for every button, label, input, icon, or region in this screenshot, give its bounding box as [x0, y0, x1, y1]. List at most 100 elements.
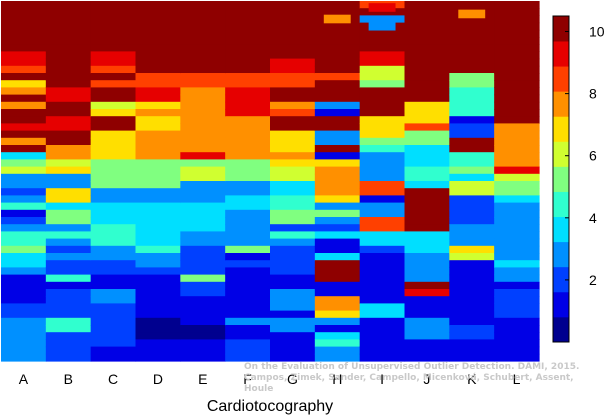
heatmap-cell [90, 51, 137, 60]
heatmap-cell [359, 173, 406, 182]
heatmap-cell [404, 188, 450, 196]
heatmap-cell [1, 353, 47, 362]
heatmap-cell [90, 260, 137, 268]
x-tick-label: B [64, 371, 73, 387]
heatmap-cell [225, 245, 271, 254]
heatmap-cell [270, 245, 316, 254]
heatmap-cell [314, 166, 361, 175]
heatmap-cell [494, 51, 540, 60]
heatmap-cell [314, 353, 361, 362]
heatmap-cell [90, 339, 137, 348]
x-tick-label: J [423, 371, 430, 387]
heatmap-cell [404, 137, 450, 146]
heatmap-cell [225, 166, 271, 175]
heatmap-cell [1, 123, 47, 132]
heatmap-cell [494, 87, 540, 96]
heatmap-cell [90, 224, 137, 232]
heatmap-cell [180, 188, 226, 196]
heatmap-cell [404, 310, 450, 319]
heatmap-cell [45, 260, 92, 268]
heatmap-cell [404, 73, 450, 81]
heatmap-cell [225, 260, 271, 268]
heatmap-cell [449, 15, 495, 24]
heatmap-cell [180, 346, 226, 355]
heatmap-cell [359, 181, 406, 189]
heatmap-cell [494, 317, 540, 326]
heatmap-cell [359, 325, 406, 333]
heatmap-cell [359, 94, 406, 103]
heatmap-cell [494, 37, 540, 45]
heatmap-cell [135, 274, 181, 283]
heatmap-cell [449, 101, 495, 110]
heatmap-cell [449, 137, 495, 146]
heatmap-cell [135, 22, 181, 31]
heatmap-cell [494, 1, 540, 9]
heatmap-cell [180, 37, 226, 45]
heatmap-cell [359, 224, 406, 232]
heatmap-cell [314, 281, 361, 290]
heatmap-cell [180, 267, 226, 276]
heatmap-cell [449, 87, 495, 96]
heatmap-cell [270, 8, 316, 16]
heatmap-annotations [323, 3, 486, 31]
heatmap-cell [90, 130, 137, 139]
heatmap-cell [314, 195, 361, 204]
heatmap-cell [135, 181, 181, 189]
heatmap-cell [494, 217, 540, 225]
heatmap-cell [90, 173, 137, 182]
heatmap-cell [225, 51, 271, 60]
heatmap-cell [449, 353, 495, 362]
heatmap-cell [180, 296, 226, 304]
heatmap-cell [45, 238, 92, 247]
heatmap-cell [449, 245, 495, 254]
heatmap-cell [225, 303, 271, 312]
heatmap-cell [404, 260, 450, 268]
heatmap-cell [180, 339, 226, 348]
heatmap-cell [180, 123, 226, 132]
heatmap-cell [449, 44, 495, 52]
heatmap-cell [270, 303, 316, 312]
heatmap-cell [359, 130, 406, 139]
heatmap-cell [449, 65, 495, 74]
heatmap-cell [494, 145, 540, 153]
heatmap-cell [180, 209, 226, 218]
heatmap-cell [225, 137, 271, 146]
heatmap-cell [225, 217, 271, 225]
heatmap-cell [270, 137, 316, 146]
heatmap-cell [90, 44, 137, 52]
heatmap-cell [270, 101, 316, 110]
heatmap-cell [449, 94, 495, 103]
heatmap-cell [45, 130, 92, 139]
heatmap-cell [135, 44, 181, 52]
heatmap-cell [404, 332, 450, 340]
heatmap-cell [270, 281, 316, 290]
heatmap-cell [359, 159, 406, 168]
heatmap-cell [494, 101, 540, 110]
heatmap-cell [449, 188, 495, 196]
heatmap-cell [359, 310, 406, 319]
heatmap-cell [45, 58, 92, 67]
heatmap-cell [90, 238, 137, 247]
heatmap-cell [449, 346, 495, 355]
heatmap-cell [314, 101, 361, 110]
heatmap-cell [225, 8, 271, 16]
heatmap-cell [359, 166, 406, 175]
heatmap-cell [1, 173, 47, 182]
heatmap-cell [270, 80, 316, 88]
heatmap-cell [494, 44, 540, 52]
colorbar-tick-label: 4 [589, 210, 597, 226]
heatmap-cell [449, 281, 495, 290]
heatmap-cell [90, 289, 137, 297]
heatmap-cell [45, 325, 92, 333]
heatmap-cell [180, 325, 226, 333]
heatmap-cell [135, 296, 181, 304]
heatmap-cell [494, 353, 540, 362]
heatmap-cell [225, 123, 271, 132]
heatmap-cell [135, 253, 181, 261]
heatmap-cell [225, 332, 271, 340]
heatmap-cell [180, 116, 226, 124]
heatmap-cell [1, 73, 47, 81]
heatmap-cell [135, 202, 181, 211]
heatmap-cell [90, 317, 137, 326]
heatmap-cell [1, 260, 47, 268]
